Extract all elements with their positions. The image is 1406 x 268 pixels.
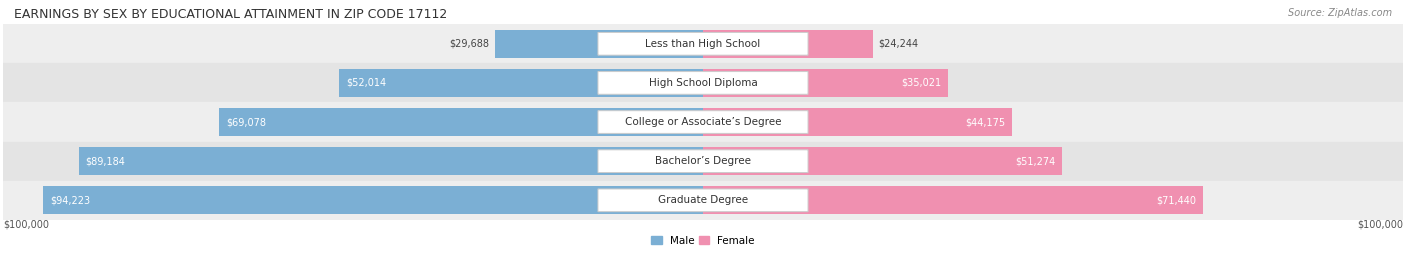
Bar (3, 142, 1403, 181)
Bar (44, 186, 703, 214)
Text: $51,274: $51,274 (1015, 156, 1054, 166)
Bar (703, 147, 1062, 175)
Text: Graduate Degree: Graduate Degree (658, 195, 748, 205)
Text: $29,688: $29,688 (450, 39, 489, 49)
FancyBboxPatch shape (598, 32, 808, 55)
FancyBboxPatch shape (598, 189, 808, 212)
Bar (703, 30, 873, 58)
Text: $35,021: $35,021 (901, 78, 941, 88)
Legend: Male, Female: Male, Female (647, 232, 759, 250)
Text: $44,175: $44,175 (965, 117, 1005, 127)
Text: $100,000: $100,000 (1357, 220, 1403, 230)
Bar (703, 186, 1204, 214)
Bar (339, 69, 703, 97)
Bar (79, 147, 703, 175)
Bar (703, 69, 948, 97)
Text: $89,184: $89,184 (86, 156, 125, 166)
Text: $71,440: $71,440 (1156, 195, 1197, 205)
Bar (495, 30, 703, 58)
Text: $100,000: $100,000 (3, 220, 49, 230)
Text: $69,078: $69,078 (226, 117, 266, 127)
FancyBboxPatch shape (598, 72, 808, 94)
Bar (3, 181, 1403, 220)
Text: High School Diploma: High School Diploma (648, 78, 758, 88)
Text: College or Associate’s Degree: College or Associate’s Degree (624, 117, 782, 127)
Text: $94,223: $94,223 (51, 195, 90, 205)
Text: EARNINGS BY SEX BY EDUCATIONAL ATTAINMENT IN ZIP CODE 17112: EARNINGS BY SEX BY EDUCATIONAL ATTAINMEN… (14, 8, 447, 21)
Text: $24,244: $24,244 (879, 39, 918, 49)
FancyBboxPatch shape (598, 111, 808, 133)
Bar (3, 102, 1403, 142)
Text: Less than High School: Less than High School (645, 39, 761, 49)
Text: $52,014: $52,014 (346, 78, 385, 88)
FancyBboxPatch shape (598, 150, 808, 173)
Bar (3, 24, 1403, 63)
Bar (703, 108, 1012, 136)
Bar (219, 108, 703, 136)
Text: Bachelor’s Degree: Bachelor’s Degree (655, 156, 751, 166)
Bar (3, 63, 1403, 102)
Text: Source: ZipAtlas.com: Source: ZipAtlas.com (1288, 8, 1392, 18)
